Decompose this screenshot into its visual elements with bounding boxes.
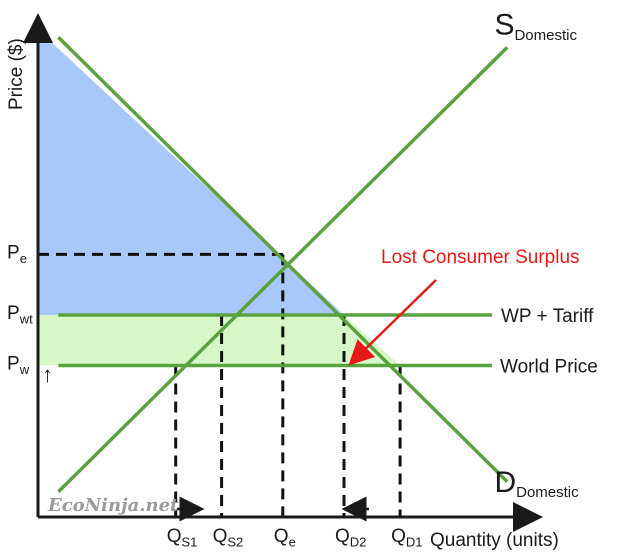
- curves: [57, 36, 509, 493]
- y-axis-label: Price ($): [6, 38, 27, 110]
- demand-curve: [57, 36, 509, 483]
- supply-curve: [57, 46, 509, 493]
- world-price-label: World Price: [500, 357, 598, 378]
- y-tick-pwt: Pwt: [7, 303, 33, 327]
- axes: [23, 13, 543, 532]
- x-tick-qs2: QS2: [213, 526, 244, 550]
- supply-label: SDomestic: [494, 9, 577, 44]
- x-tick-qd1: QD1: [391, 526, 422, 550]
- wp-tariff-label: WP + Tariff: [501, 306, 594, 327]
- x-tick-qs1: QS1: [167, 526, 198, 550]
- lost-surplus-arrow: [348, 279, 437, 366]
- x-tick-qe: Qe: [274, 526, 296, 550]
- lost-consumer-surplus-area: [38, 315, 401, 366]
- y-tick-pw: Pw: [7, 354, 30, 378]
- tick-labels: QS1 QS2 Qe QD2 QD1 Pe Pwt Pw: [7, 242, 423, 549]
- y-tick-pe: Pe: [7, 242, 27, 266]
- watermark: EcoNinja.net: [47, 495, 179, 516]
- tariff-up-arrow: ↑: [42, 362, 53, 387]
- lost-consumer-surplus-label: Lost Consumer Surplus: [381, 247, 580, 268]
- x-axis-label: Quantity (units): [430, 530, 559, 551]
- x-tick-qd2: QD2: [335, 526, 366, 550]
- guide-lines: [38, 252, 402, 517]
- curve-labels: SDomestic DDomestic WP + Tariff World Price: [494, 9, 597, 501]
- demand-label: DDomestic: [494, 466, 579, 501]
